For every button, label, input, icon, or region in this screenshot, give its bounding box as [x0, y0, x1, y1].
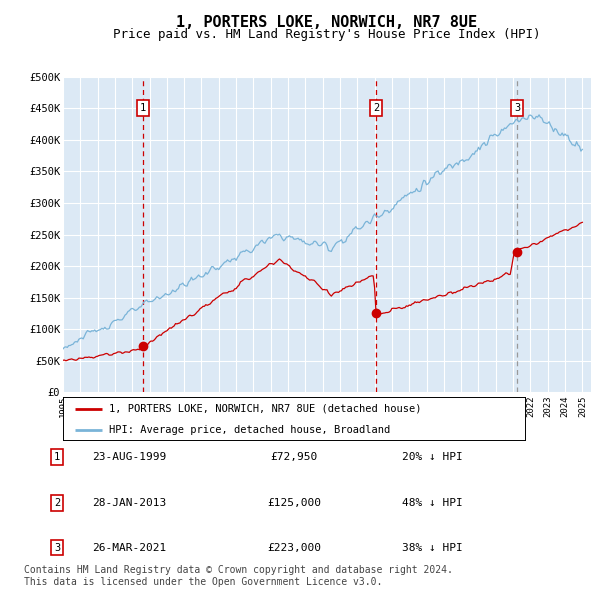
Text: 38% ↓ HPI: 38% ↓ HPI [401, 543, 463, 552]
Text: 20% ↓ HPI: 20% ↓ HPI [401, 453, 463, 462]
Text: 3: 3 [54, 543, 60, 552]
Text: 2: 2 [54, 498, 60, 507]
Text: £125,000: £125,000 [267, 498, 321, 507]
Text: £223,000: £223,000 [267, 543, 321, 552]
Text: 23-AUG-1999: 23-AUG-1999 [92, 453, 166, 462]
Text: Contains HM Land Registry data © Crown copyright and database right 2024.
This d: Contains HM Land Registry data © Crown c… [24, 565, 453, 587]
Text: 1, PORTERS LOKE, NORWICH, NR7 8UE: 1, PORTERS LOKE, NORWICH, NR7 8UE [176, 15, 478, 30]
Text: 28-JAN-2013: 28-JAN-2013 [92, 498, 166, 507]
Text: 2: 2 [373, 103, 379, 113]
Text: 26-MAR-2021: 26-MAR-2021 [92, 543, 166, 552]
Text: 1: 1 [54, 453, 60, 462]
Text: 1: 1 [140, 103, 146, 113]
Text: Price paid vs. HM Land Registry's House Price Index (HPI): Price paid vs. HM Land Registry's House … [113, 28, 541, 41]
Text: 1, PORTERS LOKE, NORWICH, NR7 8UE (detached house): 1, PORTERS LOKE, NORWICH, NR7 8UE (detac… [109, 404, 422, 414]
Text: £72,950: £72,950 [271, 453, 317, 462]
Text: 3: 3 [514, 103, 520, 113]
Text: 48% ↓ HPI: 48% ↓ HPI [401, 498, 463, 507]
Text: HPI: Average price, detached house, Broadland: HPI: Average price, detached house, Broa… [109, 425, 391, 435]
